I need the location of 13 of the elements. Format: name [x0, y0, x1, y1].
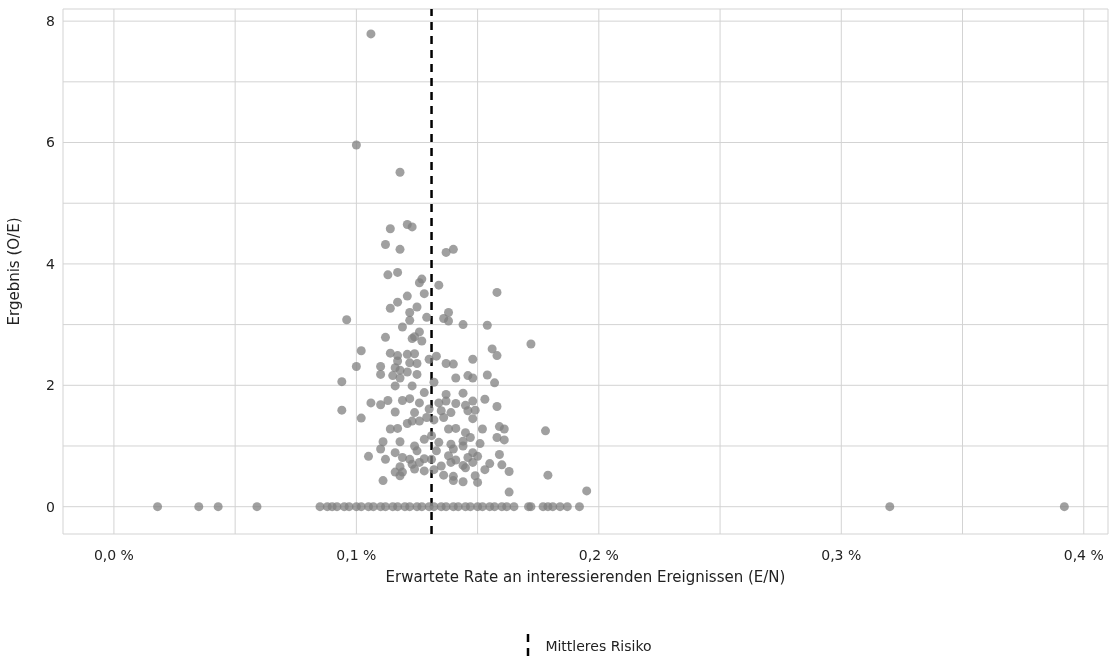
legend-label: Mittleres Risiko — [545, 638, 652, 654]
y-tick-label: 0 — [46, 498, 55, 515]
y-tick-label: 4 — [46, 255, 56, 272]
y-tick-label: 2 — [46, 377, 55, 394]
x-tick-label: 0,3 % — [821, 546, 862, 563]
x-tick-label: 0,1 % — [336, 546, 377, 563]
y-tick-label: 6 — [46, 134, 56, 151]
y-tick-label: 8 — [46, 13, 55, 30]
x-axis-title: Erwartete Rate an interessierenden Ereignissen (E/N) — [385, 568, 786, 586]
x-tick-label: 0,0 % — [93, 546, 134, 563]
y-axis-title: Ergebnis (O/E) — [5, 217, 24, 326]
x-tick-label: 0,4 % — [1063, 546, 1104, 563]
x-tick-label: 0,2 % — [578, 546, 619, 563]
